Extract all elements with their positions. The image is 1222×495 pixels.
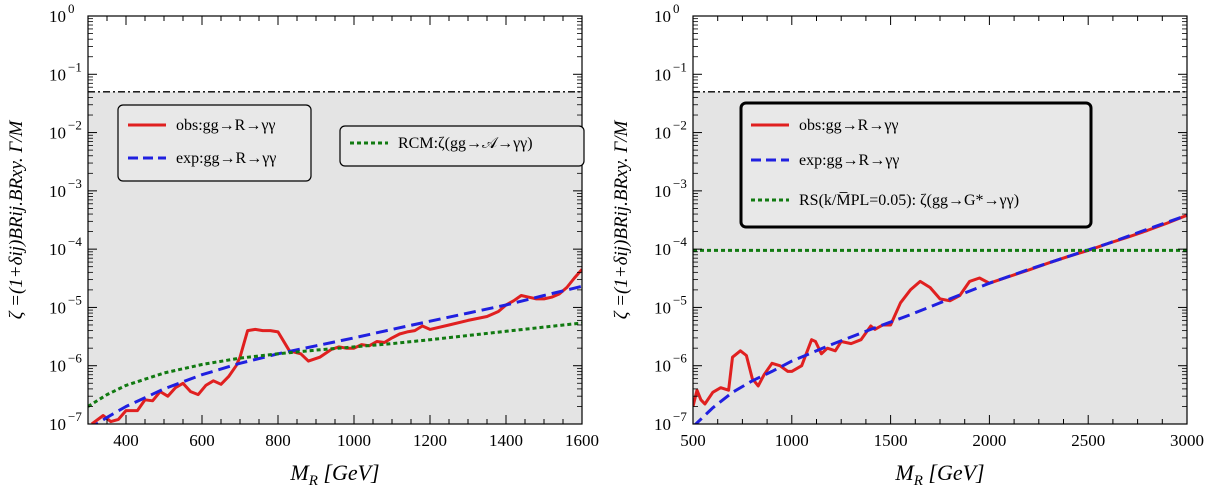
series-group: [88, 268, 582, 424]
legend-frame: [739, 101, 1093, 229]
legend-box-1: obs:gg→R→γγ exp:gg→R→γγ: [117, 104, 312, 182]
x-tick-label: 500: [680, 431, 706, 450]
y-tick-label: 10: [49, 7, 66, 26]
series-line-2: [93, 284, 582, 424]
series-group: [693, 213, 1187, 424]
legend-frame: [339, 125, 585, 167]
x-tick-label: 1500: [874, 431, 908, 450]
y-tick-exponent: −7: [68, 409, 82, 424]
legend-label: obs:gg→R→γγ: [799, 117, 898, 134]
x-tick-label: 2000: [972, 431, 1006, 450]
y-tick-exponent: −2: [68, 118, 82, 133]
y-tick-label: 10: [654, 7, 671, 26]
x-tick-label: 400: [113, 431, 139, 450]
y-axis-label: ζ =(1+δij)BRij.BRxy. Γ/M: [6, 120, 27, 320]
legend-label: RS(k/M̅PL=0.05): ζ(gg→G*→γγ): [799, 192, 1019, 209]
y-tick-label: 10: [654, 298, 671, 317]
y-tick-exponent: −2: [673, 118, 687, 133]
y-tick-exponent: −4: [68, 234, 82, 249]
y-axis-label: ζ =(1+δij)BRij.BRxy. Γ/M: [611, 120, 632, 320]
y-tick-label: 10: [654, 357, 671, 376]
x-tick-label: 1000: [775, 431, 809, 450]
y-tick-label: 10: [49, 415, 66, 434]
y-tick-exponent: −5: [673, 292, 687, 307]
legend-box-2: RCM:ζ(gg→𝒜→γγ): [339, 125, 585, 167]
y-tick-exponent: −7: [673, 409, 687, 424]
x-tick-label: 1000: [337, 431, 371, 450]
y-tick-exponent: 0: [68, 1, 75, 16]
y-tick-label: 10: [49, 65, 66, 84]
y-tick-exponent: −3: [673, 176, 687, 191]
y-tick-label: 10: [49, 357, 66, 376]
y-tick-label: 10: [49, 124, 66, 143]
series-line-3: [88, 321, 582, 408]
y-tick-label: 10: [49, 298, 66, 317]
x-tick-label: 600: [189, 431, 215, 450]
x-tick-label: 800: [265, 431, 291, 450]
x-tick-label: 1400: [489, 431, 523, 450]
y-tick-label: 10: [654, 124, 671, 143]
x-axis-label: MR [GeV]: [289, 460, 379, 489]
y-tick-label: 10: [49, 240, 66, 259]
legend-label: RCM:ζ(gg→𝒜→γγ): [398, 135, 533, 152]
y-tick-exponent: −1: [68, 59, 82, 74]
y-tick-exponent: −6: [673, 351, 687, 366]
y-tick-exponent: −4: [673, 234, 687, 249]
y-tick-exponent: −1: [673, 59, 687, 74]
x-tick-label: 1600: [565, 431, 599, 450]
y-tick-label: 10: [654, 240, 671, 259]
legend-label: exp:gg→R→γγ: [799, 152, 899, 169]
legend-box-1: obs:gg→R→γγ exp:gg→R→γγ RS(k/M̅PL=0.05): ζ…: [739, 101, 1093, 229]
y-tick-exponent: 0: [673, 1, 680, 16]
y-tick-label: 10: [49, 182, 66, 201]
x-tick-label: 3000: [1170, 431, 1204, 450]
x-axis-label: MR [GeV]: [894, 460, 984, 489]
x-tick-label: 2500: [1071, 431, 1105, 450]
y-tick-label: 10: [654, 65, 671, 84]
x-tick-label: 1200: [413, 431, 447, 450]
legend-frame: [117, 104, 312, 182]
y-tick-exponent: −5: [68, 292, 82, 307]
y-tick-exponent: −6: [68, 351, 82, 366]
y-tick-exponent: −3: [68, 176, 82, 191]
y-tick-label: 10: [654, 415, 671, 434]
legend-label: obs:gg→R→γγ: [176, 117, 275, 134]
y-tick-label: 10: [654, 182, 671, 201]
legend-label: exp:gg→R→γγ: [176, 150, 276, 167]
